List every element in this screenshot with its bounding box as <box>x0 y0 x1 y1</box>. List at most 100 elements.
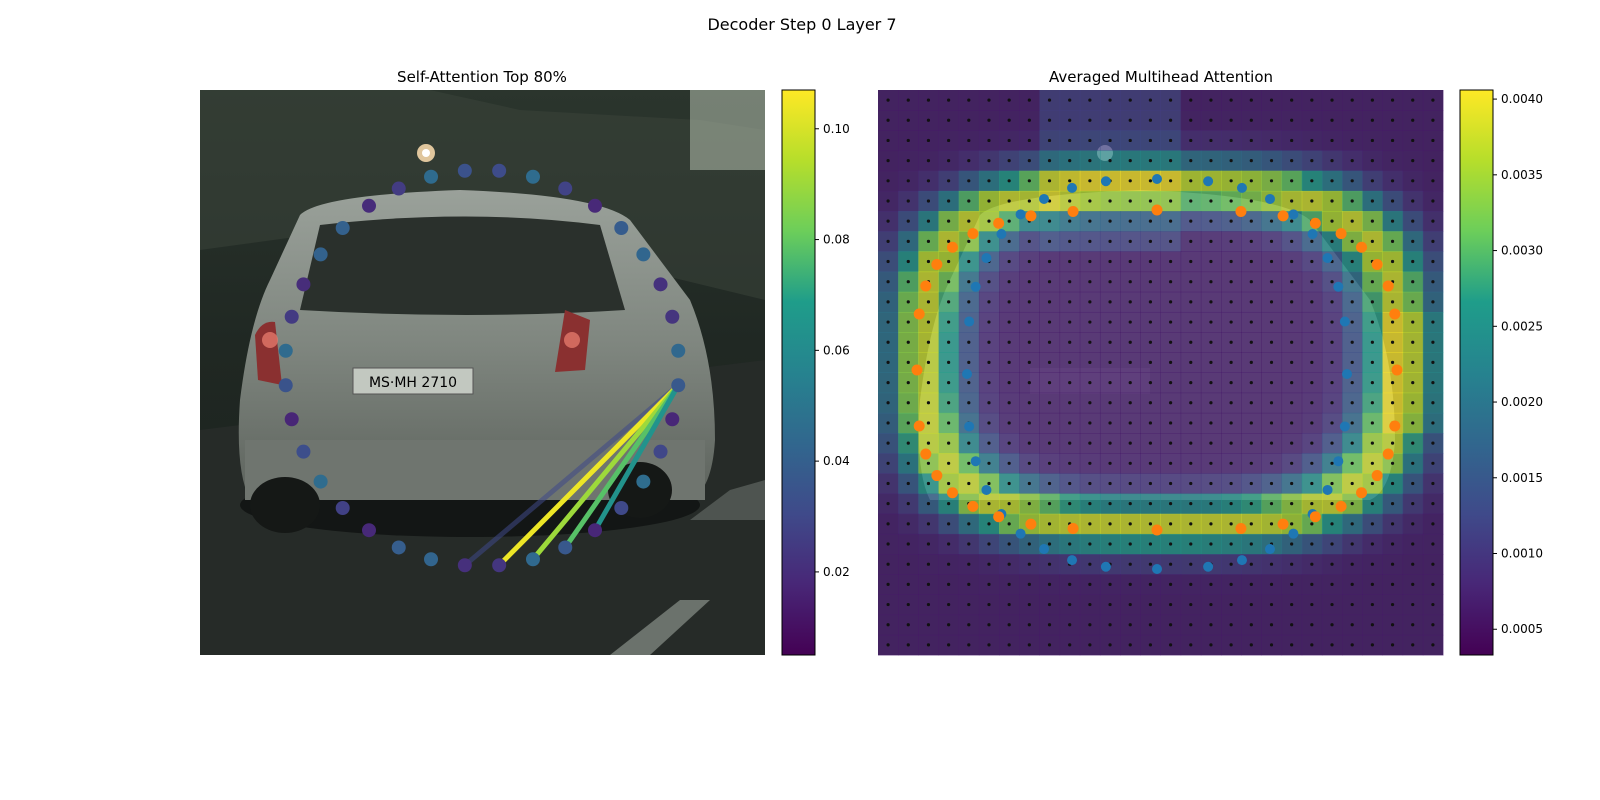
grid-dot <box>1047 320 1052 324</box>
grid-dot <box>1390 441 1395 445</box>
grid-dot <box>987 502 991 506</box>
grid-dot <box>1411 300 1415 304</box>
grid-dot <box>1411 179 1415 183</box>
grid-dot <box>987 562 991 566</box>
grid-dot <box>1068 300 1072 304</box>
grid-dot <box>987 280 991 284</box>
grid-dot <box>1290 441 1294 445</box>
grid-dot <box>926 401 931 405</box>
grid-dot <box>1249 602 1253 607</box>
grid-dot <box>886 562 890 566</box>
attention-link-15 <box>563 383 681 549</box>
grid-dot <box>1249 623 1253 627</box>
grid-dot <box>947 219 951 223</box>
grid-dot <box>1269 300 1274 304</box>
grid-dot <box>1209 542 1213 546</box>
grid-dot <box>1209 522 1213 526</box>
colorbar-tick-label: 0.0010 <box>1501 547 1543 561</box>
grid-dot <box>1088 259 1092 264</box>
grid-dot <box>1088 179 1092 183</box>
blue-point <box>1015 209 1026 220</box>
grid-dot <box>1148 159 1153 163</box>
grid-dot <box>1088 340 1092 344</box>
grid-dot <box>1007 199 1011 203</box>
blue-point <box>1264 544 1275 555</box>
query-point-23 <box>313 474 328 489</box>
grid-dot <box>886 118 890 122</box>
orange-point <box>1277 210 1289 222</box>
blue-point <box>1333 281 1344 292</box>
query-point-34 <box>424 169 439 184</box>
grid-dot <box>1148 602 1153 607</box>
grid-dot <box>926 623 931 627</box>
grid-dot <box>1108 118 1112 122</box>
grid-dot <box>1088 481 1092 486</box>
grid-dot <box>1209 118 1213 122</box>
grid-dot <box>967 360 971 365</box>
grid-dot <box>906 219 910 223</box>
orange-point <box>993 217 1005 229</box>
grid-dot <box>1168 481 1173 486</box>
attention-link-16 <box>531 383 681 561</box>
grid-dot <box>1390 582 1395 586</box>
grid-dot <box>1370 380 1374 385</box>
grid-dot <box>926 643 931 647</box>
grid-dot <box>947 340 951 344</box>
orange-point <box>1025 518 1037 530</box>
grid-dot <box>1068 582 1072 586</box>
grid-dot <box>1108 199 1112 203</box>
orange-point <box>1371 470 1383 482</box>
grid-dot <box>886 522 890 526</box>
self-attention-colorbar: 0.02 0.04 0.06 0.08 0.10 <box>781 89 850 656</box>
attention-links <box>463 383 681 568</box>
grid-dot <box>967 340 971 344</box>
grid-dot <box>886 159 890 163</box>
grid-dot <box>1330 461 1334 465</box>
grid-dot <box>1431 602 1435 607</box>
grid-dot <box>1189 562 1193 566</box>
grid-dot <box>1148 380 1153 385</box>
grid-dot <box>947 259 951 264</box>
grid-dot <box>886 179 890 183</box>
grid-dot <box>1310 138 1314 143</box>
grid-dot <box>1128 360 1132 365</box>
grid-dot <box>1290 138 1294 143</box>
blue-point <box>1264 193 1275 204</box>
grid-dot <box>1249 340 1253 344</box>
grid-dot <box>1411 320 1415 324</box>
grid-dot <box>1411 602 1415 607</box>
grid-dot <box>926 562 931 566</box>
grid-dot <box>1370 562 1374 566</box>
grid-dot <box>1168 441 1173 445</box>
query-points <box>278 163 686 573</box>
blue-point <box>1288 209 1299 220</box>
grid-dot <box>1431 562 1435 566</box>
grid-dot <box>1068 118 1072 122</box>
grid-dot <box>1007 179 1011 183</box>
grid-dot <box>926 239 931 243</box>
grid-dot <box>886 320 890 324</box>
grid-dot <box>1209 138 1213 143</box>
grid-dot <box>1310 98 1314 102</box>
grid-dot <box>1027 199 1031 203</box>
grid-dot <box>1168 98 1173 102</box>
grid-dot <box>1047 300 1052 304</box>
grid-dot <box>906 643 910 647</box>
grid-dot <box>1047 98 1052 102</box>
grid-dot <box>1350 98 1354 102</box>
grid-dot <box>1007 118 1011 122</box>
grid-dot <box>1431 280 1435 284</box>
query-point-18 <box>457 558 472 573</box>
grid-dot <box>1229 239 1233 243</box>
grid-dot <box>1068 219 1072 223</box>
grid-dot <box>1269 280 1274 284</box>
grid-dot <box>1088 582 1092 586</box>
grid-dot <box>947 179 951 183</box>
grid-dot <box>1269 522 1274 526</box>
grid-dot <box>947 199 951 203</box>
grid-dot <box>926 159 931 163</box>
grid-dot <box>1370 522 1374 526</box>
grid-dot <box>1411 98 1415 102</box>
grid-dot <box>1290 481 1294 486</box>
grid-dot <box>947 542 951 546</box>
